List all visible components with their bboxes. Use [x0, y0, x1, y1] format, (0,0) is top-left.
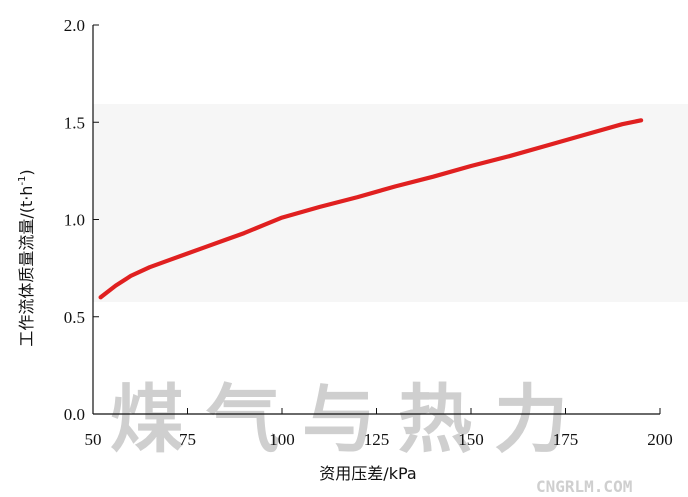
y-axis-title-close: ) — [17, 169, 36, 175]
x-tick-label: 100 — [269, 430, 295, 449]
y-tick-label: 1.5 — [64, 113, 85, 132]
x-tick-label: 175 — [553, 430, 579, 449]
y-tick-label: 0.5 — [64, 308, 85, 327]
y-axis-title: 工作流体质量流量/(t·h-1) — [17, 169, 36, 346]
x-axis-title: 资用压差/kPa — [319, 464, 416, 483]
x-tick-label: 200 — [647, 430, 673, 449]
series-line — [98, 118, 644, 300]
axes — [92, 24, 661, 415]
x-tick-labels: 50 75 100 125 150 175 200 — [85, 430, 673, 449]
watermark-text: 煤气与热力 — [110, 377, 590, 463]
plot-background-band — [93, 104, 688, 302]
x-tick-label: 150 — [458, 430, 484, 449]
y-tick-label: 2.0 — [64, 16, 85, 35]
series-group — [98, 118, 644, 300]
y-tick-label: 1.0 — [64, 211, 85, 230]
y-tick-label: 0.0 — [64, 405, 85, 424]
x-tick-label: 75 — [179, 430, 196, 449]
y-axis-title-sup: -1 — [17, 176, 28, 186]
y-tick-labels: 0.0 0.5 1.0 1.5 2.0 — [64, 16, 85, 424]
x-tick-label: 50 — [85, 430, 102, 449]
y-axis-title-main: 工作流体质量流量/(t·h — [17, 186, 36, 347]
x-tick-label: 125 — [364, 430, 390, 449]
watermark-site: CNGRLM.COM — [536, 477, 632, 496]
